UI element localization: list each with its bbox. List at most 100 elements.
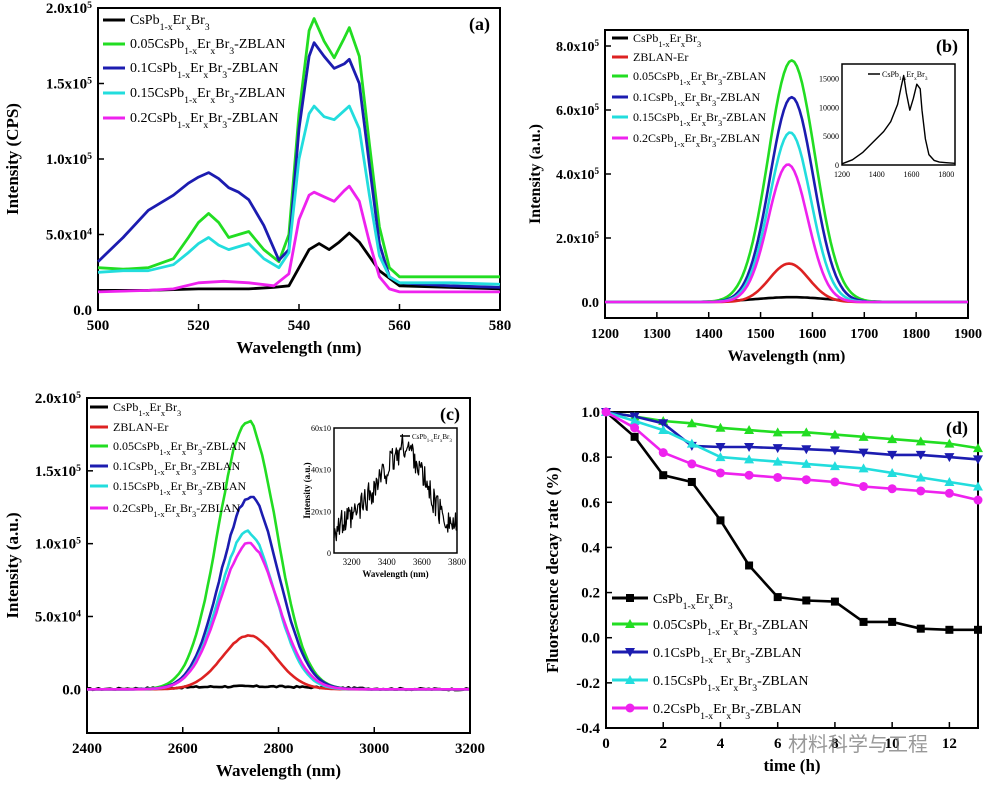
- y-tick-label: -0.2: [576, 676, 600, 692]
- inset-frame: [333, 427, 458, 554]
- series-line: [87, 634, 469, 691]
- series-line: [605, 163, 968, 304]
- legend-label: 0.15CsPb1-xErxBr3-ZBLAN: [113, 479, 247, 497]
- x-tick-label: 1700: [850, 327, 878, 342]
- data-point: [944, 453, 955, 463]
- y-tick-label: 1.5x105: [46, 75, 92, 93]
- x-tick-label: 2800: [264, 741, 294, 757]
- data-point: [658, 448, 668, 458]
- series-line: [97, 184, 500, 294]
- data-point: [715, 468, 725, 478]
- data-point: [887, 467, 898, 477]
- inset-y-tick-label: 5000: [823, 132, 839, 141]
- inset-legend-label: CsPb1-xErxBr3: [882, 70, 928, 82]
- data-point: [944, 488, 954, 498]
- x-axis-label: time (h): [763, 756, 820, 775]
- chart-b: 1200 1300 1400 1500 1600 1700 1800 1900 0.0 2.0x1…: [527, 29, 982, 365]
- y-axis-label: Intensity (CPS): [3, 103, 22, 215]
- x-tick-label: 560: [388, 318, 411, 334]
- inset-x-tick-label: 3800: [448, 557, 467, 567]
- x-tick-label: 540: [288, 318, 311, 334]
- series-line: [605, 410, 979, 461]
- data-point: [658, 419, 669, 429]
- legend-label: 0.2CsPb1-xErxBr3-ZBLAN: [653, 702, 802, 722]
- inset-chart: 3200 3400 3600 3800 0 20x10 40x10 60x10 Waveleng…: [302, 424, 467, 579]
- inset-x-tick-label: 1800: [938, 170, 954, 179]
- y-tick-label: 2.0x105: [46, 0, 92, 17]
- data-point: [744, 454, 755, 464]
- x-tick-label: 1200: [591, 327, 619, 342]
- data-point: [858, 431, 869, 441]
- y-tick-label: 1.0x105: [46, 151, 92, 169]
- series-line: [97, 17, 500, 279]
- y-tick-label: -0.4: [576, 721, 600, 737]
- series-line: [605, 410, 979, 450]
- data-point: [772, 427, 783, 437]
- x-tick-label: 8: [831, 736, 839, 752]
- series-line: [87, 541, 469, 691]
- data-point: [687, 477, 696, 486]
- legend-label: 0.15CsPb1-xErxBr3-ZBLAN: [633, 110, 767, 128]
- data-point: [973, 443, 983, 453]
- series-line: [605, 411, 978, 632]
- chart-d: 0 2 4 6 8 10 12 -0.4 -0.2 0.0 0.2 0.4 0.6 0.8 1.0 time …: [543, 405, 983, 775]
- data-point: [887, 434, 898, 444]
- legend-label: 0.1CsPb1-xErxBr3-ZBLAN: [653, 646, 802, 666]
- x-tick-label: 3000: [359, 741, 389, 757]
- x-tick-label: 520: [187, 318, 210, 334]
- y-tick-label: 1.0: [581, 405, 600, 421]
- y-tick-label: 0.6: [581, 495, 600, 511]
- x-tick-label: 10: [885, 736, 900, 752]
- series-line: [605, 410, 979, 488]
- data-point: [801, 458, 812, 468]
- inset-x-tick-label: 1200: [834, 170, 850, 179]
- y-tick-label: 1.0x105: [35, 535, 81, 553]
- panel-label: (d): [946, 418, 968, 439]
- watermark: 材料科学与工程: [788, 733, 928, 756]
- series-line: [97, 104, 501, 286]
- y-tick-label: 0.0: [62, 682, 81, 698]
- panel-label: (a): [469, 14, 490, 35]
- y-tick-label: 8.0x105: [556, 38, 600, 55]
- data-point: [916, 624, 925, 633]
- legend-label: 0.2CsPb1-xErxBr3-ZBLAN: [633, 131, 761, 149]
- x-tick-label: 500: [87, 318, 110, 334]
- data-point: [715, 422, 726, 432]
- x-tick-label: 2: [659, 736, 667, 752]
- data-point: [830, 477, 840, 487]
- data-point: [659, 471, 668, 480]
- inset-y-tick-label: 40x10: [311, 466, 331, 475]
- data-point: [973, 455, 983, 465]
- data-point: [858, 463, 869, 473]
- data-point: [658, 425, 669, 435]
- data-point: [773, 472, 783, 482]
- inset-x-axis-label: Wavelength (nm): [362, 569, 428, 579]
- data-point: [773, 593, 782, 602]
- y-tick-label: 0.0: [582, 296, 600, 311]
- inset-x-tick-label: 1400: [869, 170, 885, 179]
- data-point: [944, 476, 955, 486]
- data-point: [601, 407, 611, 417]
- x-tick-label: 3200: [455, 741, 485, 757]
- legend-label: 0.15CsPb1-xErxBr3-ZBLAN: [130, 86, 286, 106]
- x-tick-label: 1900: [954, 327, 982, 342]
- inset-x-tick-label: 3400: [378, 557, 397, 567]
- y-tick-label: 2.0x105: [556, 230, 600, 247]
- inset-y-tick-label: 20x10: [311, 507, 331, 516]
- inset-x-tick-label: 3600: [413, 557, 432, 567]
- chart-a: 500 520 540 560 580 0.0 5.0x104 1.0x105 1.5x105 2…: [3, 0, 511, 357]
- data-point: [744, 425, 755, 435]
- y-tick-label: 0.0: [73, 303, 92, 319]
- x-tick-label: 1300: [643, 327, 671, 342]
- data-point: [887, 450, 898, 460]
- x-tick-label: 580: [489, 318, 512, 334]
- legend: CsPb1-xErxBr3 0.05CsPb1-xErxBr3-ZBLAN 0.…: [612, 592, 809, 722]
- legend-label: 0.05CsPb1-xErxBr3-ZBLAN: [653, 618, 809, 638]
- y-tick-label: 0.2: [581, 586, 600, 602]
- y-tick-label: 1.5x105: [35, 462, 81, 480]
- data-point: [888, 617, 897, 626]
- inset-y-tick-label: 10000: [819, 103, 839, 112]
- data-point: [630, 423, 640, 433]
- y-tick-label: 4.0x105: [556, 166, 600, 183]
